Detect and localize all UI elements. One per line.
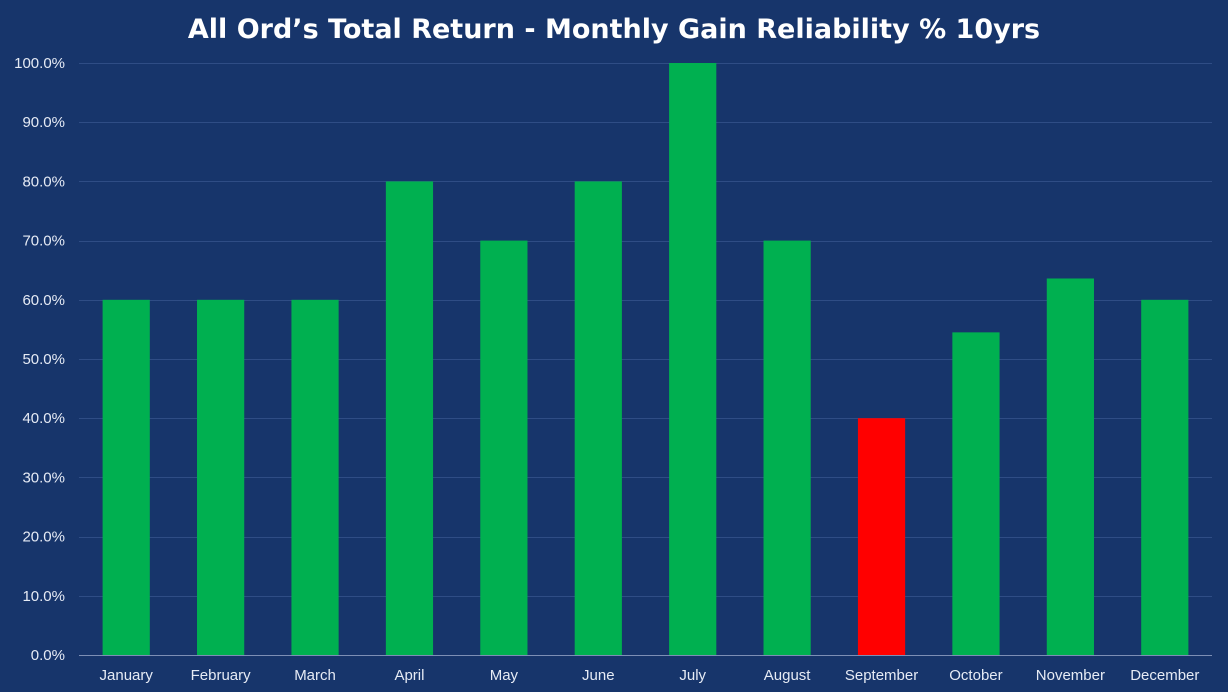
- x-tick-label: October: [949, 667, 1002, 684]
- y-tick-label: 80.0%: [22, 173, 65, 190]
- x-tick-label: March: [294, 667, 336, 684]
- x-axis-category-labels: January February March April May June July Augu…: [100, 667, 1200, 684]
- x-tick-label: June: [582, 667, 615, 684]
- bar-march: [291, 299, 339, 655]
- bar-april: [385, 181, 434, 655]
- x-tick-label: August: [764, 667, 812, 684]
- bar-september: [857, 418, 906, 655]
- x-tick-label: February: [191, 667, 252, 684]
- y-tick-label: 10.0%: [22, 588, 65, 605]
- gridlines: [79, 63, 1212, 597]
- y-tick-label: 60.0%: [22, 292, 65, 309]
- y-tick-label: 90.0%: [22, 114, 65, 131]
- x-tick-label: November: [1036, 667, 1105, 684]
- y-tick-label: 30.0%: [22, 469, 65, 486]
- y-tick-label: 40.0%: [22, 410, 65, 427]
- bar-january: [102, 299, 150, 655]
- x-tick-label: September: [845, 667, 918, 684]
- bars: [102, 63, 1189, 655]
- x-tick-label: April: [394, 667, 424, 684]
- bar-july: [669, 63, 717, 655]
- y-tick-label: 20.0%: [22, 529, 65, 546]
- bar-may: [480, 240, 528, 655]
- x-tick-label: May: [490, 667, 519, 684]
- bar-october: [952, 332, 1000, 655]
- y-tick-label: 100.0%: [14, 55, 65, 72]
- y-tick-label: 70.0%: [22, 233, 65, 250]
- y-tick-label: 50.0%: [22, 351, 65, 368]
- y-tick-label: 0.0%: [31, 647, 65, 664]
- bar-november: [1046, 278, 1094, 655]
- x-tick-label: January: [100, 667, 154, 684]
- bar-august: [763, 240, 811, 655]
- x-tick-label: July: [679, 667, 706, 684]
- y-axis-tick-labels: 0.0% 10.0% 20.0% 30.0% 40.0% 50.0% 60.0% 70.0% 8…: [14, 55, 65, 664]
- bar-december: [1141, 299, 1189, 655]
- bar-june: [574, 181, 622, 655]
- x-tick-label: December: [1130, 667, 1199, 684]
- bar-february: [197, 299, 245, 655]
- chart-title: All Ord’s Total Return - Monthly Gain Re…: [188, 14, 1040, 45]
